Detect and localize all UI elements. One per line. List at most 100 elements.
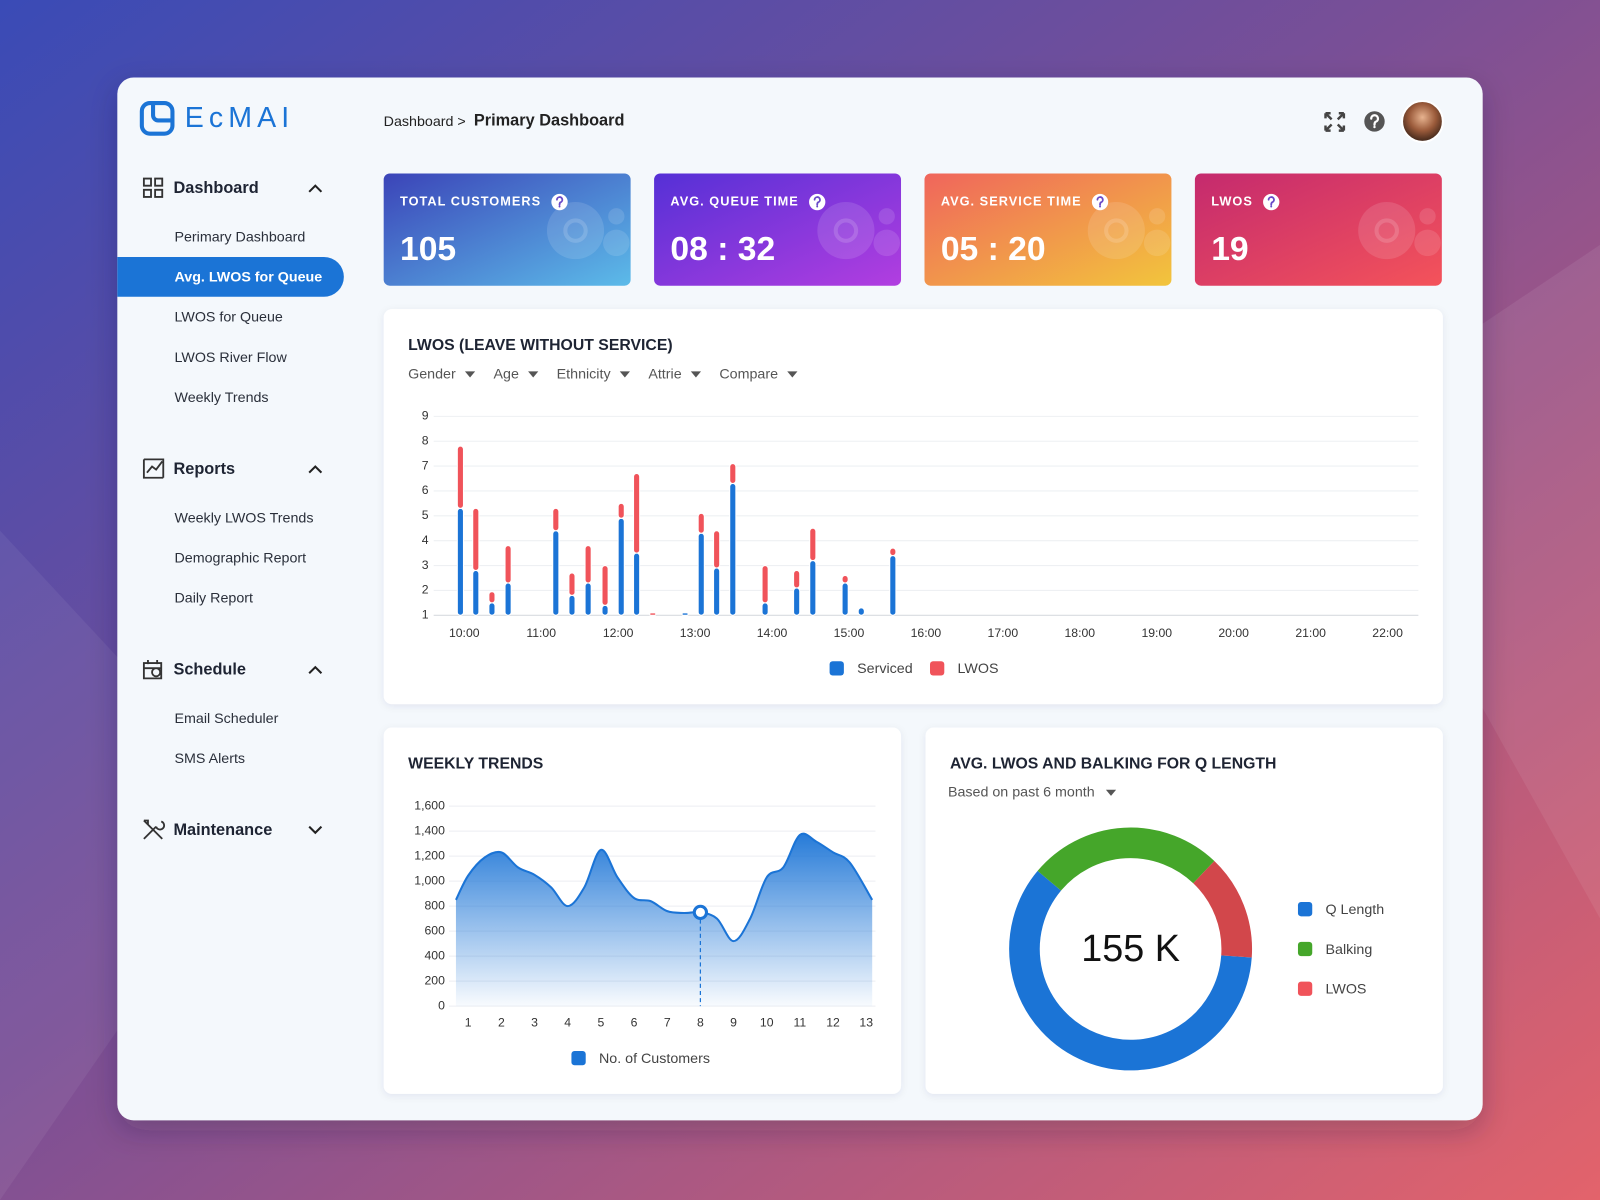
kpi-label: TOTAL CUSTOMERS [400, 193, 541, 208]
x-tick-label: 5 [597, 1016, 604, 1030]
bar-segment [889, 555, 897, 616]
menu-item[interactable]: Weekly LWOS Trends [174, 510, 313, 526]
y-tick-label: 1 [422, 608, 429, 622]
menu-chevron[interactable] [308, 465, 323, 474]
legend-label[interactable]: No. of Customers [599, 1051, 710, 1067]
legend-label[interactable]: LWOS [958, 661, 999, 677]
filter-dropdown[interactable]: Attrie [648, 366, 681, 382]
brand-name: EcMAI [185, 102, 295, 134]
help-icon-dot [1373, 125, 1376, 129]
x-tick-label: 13 [859, 1016, 873, 1030]
bar-segment [809, 560, 817, 616]
kpi-decoration [1358, 202, 1416, 260]
bar-segment [713, 530, 721, 569]
kpi-help-icon-dot [816, 205, 819, 208]
bar-segment [617, 502, 625, 519]
legend-label[interactable]: Balking [1326, 942, 1373, 958]
menu-icon [142, 177, 164, 198]
kpi-card [924, 173, 1172, 286]
line [455, 832, 874, 943]
filter-dropdown[interactable]: Age [494, 366, 519, 382]
menu-item[interactable]: LWOS River Flow [174, 350, 287, 366]
menu-item[interactable]: Weekly Trends [174, 390, 268, 406]
menu-item[interactable]: LWOS for Queue [174, 310, 282, 326]
avatar[interactable] [1401, 100, 1444, 143]
bar-segment [504, 545, 512, 584]
kpi-value: 105 [400, 231, 456, 268]
kpi-decoration [878, 208, 895, 225]
legend-label[interactable]: LWOS [1326, 982, 1367, 998]
bar-segment [568, 572, 576, 596]
donut-segment [1037, 827, 1215, 891]
x-tick-label: 16:00 [911, 626, 942, 640]
dropdown-caret [690, 371, 702, 378]
breadcrumb-parent[interactable]: Dashboard > [384, 114, 466, 130]
chart-card [383, 309, 1443, 705]
menu-item[interactable]: Daily Report [174, 591, 253, 607]
y-tick-label: 1,400 [414, 823, 445, 837]
expand-icon[interactable] [1324, 112, 1346, 132]
filter-dropdown[interactable]: Ethnicity [557, 366, 612, 382]
donut-center-label: 155 K [1081, 927, 1180, 969]
kpi-card [654, 173, 902, 286]
bar-segment [857, 607, 865, 616]
bar-segment [681, 612, 689, 616]
x-tick-label: 1 [465, 1016, 472, 1030]
kpi-decoration [1104, 218, 1129, 243]
menu-chevron[interactable] [308, 665, 323, 674]
filter-dropdown[interactable]: Gender [408, 366, 456, 382]
menu-group-title[interactable]: Schedule [173, 661, 246, 679]
y-tick-label: 0 [438, 998, 445, 1012]
chart-subtitle[interactable]: Based on past 6 month [948, 785, 1095, 801]
menu-group-title[interactable]: Reports [173, 460, 235, 478]
x-tick-label: 9 [730, 1016, 737, 1030]
bar-segment [793, 570, 801, 589]
menu-chevron[interactable] [308, 825, 323, 835]
bar-segment [761, 565, 769, 604]
menu-item[interactable]: Email Scheduler [174, 711, 278, 727]
menu-item[interactable]: Perimary Dashboard [174, 230, 305, 246]
kpi-decoration [603, 229, 630, 257]
y-tick-label: 9 [422, 409, 429, 423]
dropdown-caret [528, 371, 539, 378]
y-tick-label: 8 [422, 433, 429, 447]
highlight-point[interactable] [692, 904, 709, 921]
dropdown-caret [619, 371, 630, 378]
bar-segment [584, 582, 592, 616]
filter-dropdown[interactable]: Compare [719, 366, 778, 382]
dropdown-caret [464, 371, 476, 378]
kpi-decoration [1087, 202, 1145, 260]
legend-swatch [1297, 941, 1313, 957]
menu-group-title[interactable]: Maintenance [173, 821, 272, 839]
x-tick-label: 20:00 [1218, 626, 1249, 640]
y-tick-label: 7 [422, 458, 429, 472]
x-tick-label: 10 [760, 1016, 774, 1030]
kpi-help-icon-dot [1270, 205, 1273, 208]
legend-swatch [829, 661, 844, 676]
legend-label[interactable]: Q Length [1326, 902, 1385, 918]
menu-group-title[interactable]: Dashboard [173, 179, 258, 197]
x-tick-label: 14:00 [757, 626, 788, 640]
bar-segment [472, 507, 480, 572]
legend-swatch [1297, 902, 1313, 917]
menu-item[interactable]: SMS Alerts [174, 751, 245, 767]
bar-segment [713, 567, 721, 616]
kpi-label: AVG. QUEUE TIME [670, 193, 798, 208]
kpi-help-icon-glyph [556, 196, 564, 206]
legend-label[interactable]: Serviced [857, 661, 913, 677]
x-tick-label: 12 [826, 1016, 840, 1030]
bar-segment [456, 445, 464, 509]
menu-item-active[interactable]: Avg. LWOS for Queue [174, 270, 322, 286]
kpi-decoration [546, 202, 605, 260]
kpi-value: 19 [1211, 231, 1248, 268]
bar-segment [841, 575, 849, 584]
x-tick-label: 13:00 [680, 626, 711, 640]
breadcrumb-current: Primary Dashboard [474, 112, 625, 130]
menu-item[interactable]: Demographic Report [174, 550, 306, 566]
dropdown-caret [787, 371, 798, 378]
kpi-help-icon-dot [558, 205, 561, 208]
menu-chevron[interactable] [308, 184, 323, 193]
x-tick-label: 6 [631, 1016, 638, 1030]
bar-segment [841, 582, 849, 616]
y-tick-label: 600 [424, 923, 445, 937]
